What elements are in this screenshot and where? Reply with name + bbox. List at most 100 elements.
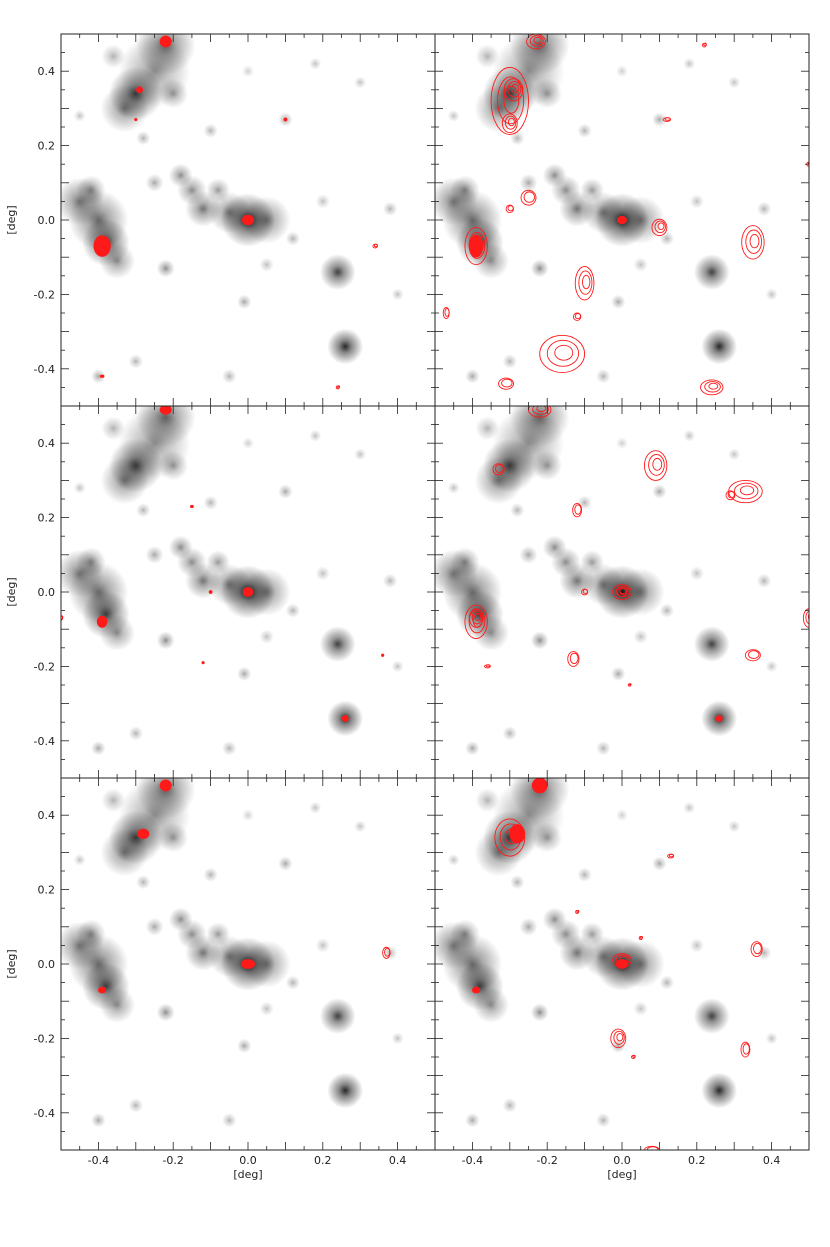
gray-source	[128, 726, 143, 741]
detection-contour	[510, 83, 520, 94]
gray-source	[756, 573, 772, 589]
detection-contour	[137, 828, 150, 840]
gray-source	[502, 1098, 517, 1113]
detection-contour	[536, 406, 547, 412]
gray-source	[611, 294, 626, 310]
x-tick-label: 0.4	[763, 1154, 781, 1167]
detection-contour	[742, 1043, 750, 1055]
gray-source-map	[61, 778, 404, 1128]
y-tick-label: 0.4	[38, 437, 56, 450]
detection-contour	[93, 235, 111, 257]
detection-contour	[283, 117, 288, 122]
gray-source	[156, 1003, 175, 1022]
gray-source	[728, 820, 741, 833]
x-tick-label: 0.0	[239, 1154, 257, 1167]
gray-source	[206, 550, 231, 575]
panel-row1-left	[60, 33, 436, 407]
gray-source	[652, 112, 667, 127]
gray-source	[530, 259, 549, 278]
gray-source	[633, 1001, 648, 1016]
detection-contour	[647, 1146, 659, 1150]
detection-contour	[652, 457, 663, 471]
detection-contour	[750, 941, 763, 958]
gray-source	[309, 801, 322, 814]
y-tick-label: -0.4	[34, 1107, 55, 1120]
gray-source	[391, 288, 404, 301]
detection-contour	[242, 587, 254, 597]
gray-source	[449, 547, 480, 578]
x-tick-label: -0.4	[462, 1154, 483, 1167]
detection-contour	[574, 313, 581, 320]
detection-contour	[617, 215, 627, 225]
y-tick-label: 0.0	[38, 214, 56, 227]
detection-contour	[485, 664, 491, 668]
gray-source	[473, 614, 510, 651]
detection-contour	[533, 36, 542, 44]
gray-source	[391, 660, 404, 673]
detection-contour	[741, 225, 765, 260]
gray-source	[765, 1032, 778, 1045]
gray-source	[242, 65, 254, 78]
detection-contours	[93, 35, 378, 390]
gray-source	[101, 788, 126, 813]
gray-source	[542, 163, 567, 188]
gray-source	[683, 57, 696, 70]
y-tick-label: 0.0	[38, 958, 56, 971]
gray-source	[156, 259, 175, 278]
gray-source	[319, 254, 356, 291]
gray-source	[206, 922, 231, 947]
gray-source	[532, 450, 563, 481]
gray-source	[519, 545, 538, 564]
gray-source	[611, 1038, 626, 1054]
gray-source	[683, 801, 696, 814]
y-tick-label: 0.4	[38, 809, 56, 822]
detection-contour	[648, 454, 665, 476]
gray-source	[502, 726, 517, 741]
gray-source	[168, 907, 193, 932]
detection-contour	[61, 615, 64, 620]
gray-source	[203, 495, 218, 510]
y-axis-label: [deg]	[5, 577, 18, 606]
detection-contour	[704, 381, 721, 393]
detection-contour	[749, 233, 760, 249]
gray-source	[596, 1113, 611, 1128]
detection-contour	[668, 853, 674, 858]
gray-source	[701, 1072, 738, 1109]
detection-contour	[507, 117, 515, 127]
gray-source	[242, 437, 254, 450]
detection-contour	[241, 214, 255, 226]
detection-contour	[572, 503, 583, 518]
detection-contour	[523, 191, 535, 203]
gray-source	[91, 369, 106, 384]
gray-source	[510, 502, 525, 518]
gray-source	[101, 44, 126, 69]
gray-source	[259, 629, 274, 644]
x-tick-label: 0.4	[389, 1154, 407, 1167]
detection-contour	[507, 205, 514, 212]
gray-source	[285, 975, 301, 990]
gray-source	[510, 130, 525, 146]
gray-source-map	[435, 34, 778, 384]
x-axis-label: [deg]	[233, 1168, 262, 1181]
gray-source	[474, 828, 523, 877]
detection-contour	[472, 986, 481, 994]
gray-source	[242, 809, 254, 822]
detection-contour	[632, 1054, 636, 1058]
gray-source	[728, 76, 741, 89]
y-tick-label: -0.4	[34, 735, 55, 748]
ticks	[434, 777, 810, 1151]
gray-source	[315, 194, 330, 209]
y-tick-label: 0.4	[38, 65, 56, 78]
gray-source	[285, 603, 301, 618]
x-tick-label: -0.4	[88, 1154, 109, 1167]
detection-contour	[745, 229, 763, 254]
gray-source	[530, 1003, 549, 1022]
gray-source	[447, 109, 460, 122]
detection-contour	[740, 1041, 751, 1058]
gray-source	[99, 986, 136, 1023]
gray-source	[319, 626, 356, 663]
ticks	[60, 405, 436, 779]
detection-contour	[529, 35, 544, 47]
detection-contour	[444, 308, 450, 317]
gray-source	[633, 257, 648, 272]
